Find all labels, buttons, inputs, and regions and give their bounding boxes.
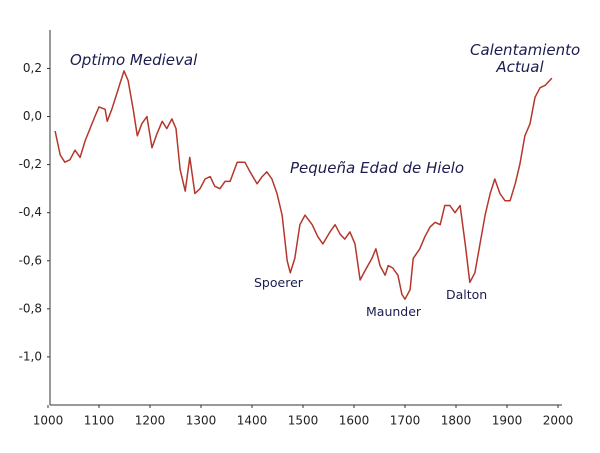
y-tick-label: -0,2 bbox=[19, 157, 42, 171]
y-tick-label: -0,6 bbox=[19, 253, 42, 267]
annotation: Maunder bbox=[366, 304, 422, 319]
x-tick-label: 1500 bbox=[288, 414, 319, 428]
x-tick-label: 2000 bbox=[543, 414, 574, 428]
y-tick-label: 0,2 bbox=[23, 61, 42, 75]
y-tick-label: -1,0 bbox=[19, 349, 42, 363]
annotation: Calentamiento Actual bbox=[470, 41, 581, 76]
annotation: Dalton bbox=[446, 287, 488, 302]
x-tick-label: 1800 bbox=[441, 414, 472, 428]
x-tick-label: 1700 bbox=[390, 414, 421, 428]
annotation: Pequeña Edad de Hielo bbox=[290, 159, 465, 177]
x-tick-label: 1300 bbox=[186, 414, 217, 428]
x-tick-label: 1000 bbox=[33, 414, 64, 428]
y-tick-label: -0,4 bbox=[19, 205, 42, 219]
x-tick-label: 1600 bbox=[339, 414, 370, 428]
annotation: Spoerer bbox=[254, 275, 303, 290]
x-tick-label: 1200 bbox=[135, 414, 166, 428]
y-tick-label: 0,0 bbox=[23, 109, 42, 123]
x-tick-label: 1400 bbox=[237, 414, 268, 428]
y-tick-label: -0,8 bbox=[19, 301, 42, 315]
annotation: Optimo Medieval bbox=[70, 51, 198, 69]
x-tick-label: 1100 bbox=[84, 414, 115, 428]
x-tick-label: 1900 bbox=[492, 414, 523, 428]
data-line bbox=[54, 70, 553, 300]
